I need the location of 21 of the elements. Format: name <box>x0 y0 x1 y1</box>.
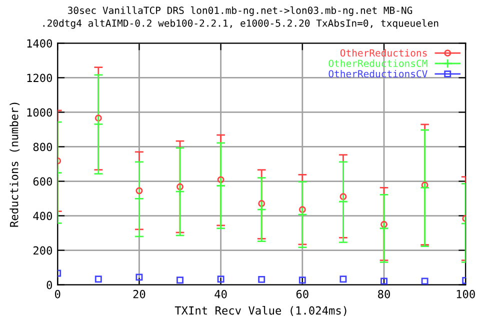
y-tick-label: 1000 <box>27 108 52 117</box>
x-tick-label: 100 <box>456 290 475 298</box>
chart-title: 30sec VanillaTCP DRS lon01.mb-ng.net->lon03.mb-ng.net MB-NG <box>68 6 412 16</box>
y-tick-label: 0 <box>46 280 52 290</box>
y-tick-label: 200 <box>33 246 52 255</box>
x-tick-label: 60 <box>296 290 308 298</box>
legend-label: OtherReductionsCV <box>328 70 428 78</box>
x-tick-label: 20 <box>133 290 146 298</box>
y-axis-title: Reductions (number) <box>10 102 20 227</box>
x-tick-label: 40 <box>214 290 227 298</box>
y-tick-label: 1400 <box>27 39 52 48</box>
y-tick-label: 400 <box>33 212 52 220</box>
x-tick-label: 0 <box>54 290 60 298</box>
legend-label: OtherReductions <box>340 49 427 57</box>
y-tick-label: 1200 <box>27 74 52 82</box>
x-axis-title: TXInt Recv Value (1.024ms) <box>174 306 346 316</box>
x-tick-label: 80 <box>378 290 390 298</box>
chart-subtitle: .20dtg4 altAIMD-0.2 web100-2.2.1, e1000-5.2.20 TxAbsIn=0, txqueuelen <box>43 19 438 29</box>
y-tick-label: 600 <box>33 177 52 186</box>
y-tick-label: 800 <box>33 142 52 152</box>
legend-label: OtherReductionsCM <box>328 60 428 68</box>
